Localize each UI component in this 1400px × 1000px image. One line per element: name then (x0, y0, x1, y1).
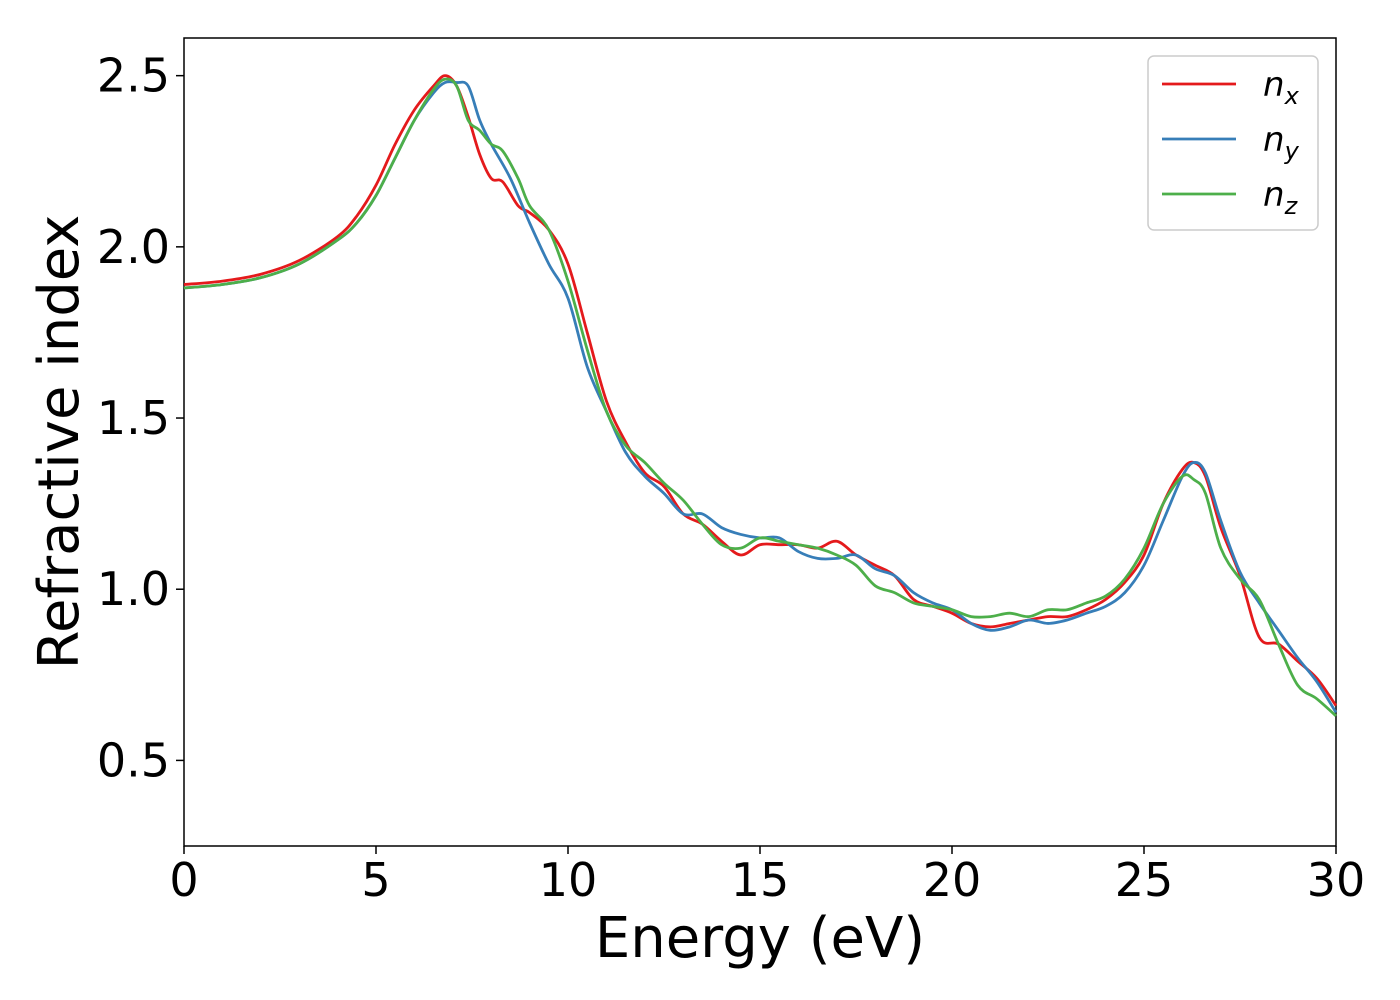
x-tick-label: 30 (1307, 853, 1366, 907)
x-axis-label: Energy (eV) (595, 906, 925, 971)
legend-label-x: nx (1263, 65, 1300, 110)
legend-label-z: nz (1263, 175, 1299, 220)
y-axis-label: Refractive index (27, 215, 92, 670)
x-axis-ticks: 0 5 10 15 20 25 30 (169, 846, 1365, 907)
series-line-z (183, 77, 1337, 717)
y-tick-label: 1.0 (97, 562, 170, 616)
legend: nx ny nz (1147, 55, 1319, 231)
x-tick-label: 15 (731, 853, 790, 907)
x-tick-label: 5 (361, 853, 390, 907)
x-tick-label: 20 (923, 853, 982, 907)
y-axis-ticks: 0.5 1.0 1.5 2.0 2.5 (97, 49, 184, 787)
y-tick-label: 2.5 (97, 49, 170, 103)
y-tick-label: 0.5 (97, 733, 170, 787)
x-tick-label: 25 (1115, 853, 1174, 907)
y-tick-label: 2.0 (97, 220, 170, 274)
x-tick-label: 0 (169, 853, 198, 907)
series-layer (183, 74, 1338, 717)
x-tick-label: 10 (539, 853, 598, 907)
legend-label-y: ny (1263, 120, 1300, 165)
legend-box (1147, 55, 1319, 231)
y-tick-label: 1.5 (97, 391, 170, 445)
plot-area (183, 37, 1337, 847)
